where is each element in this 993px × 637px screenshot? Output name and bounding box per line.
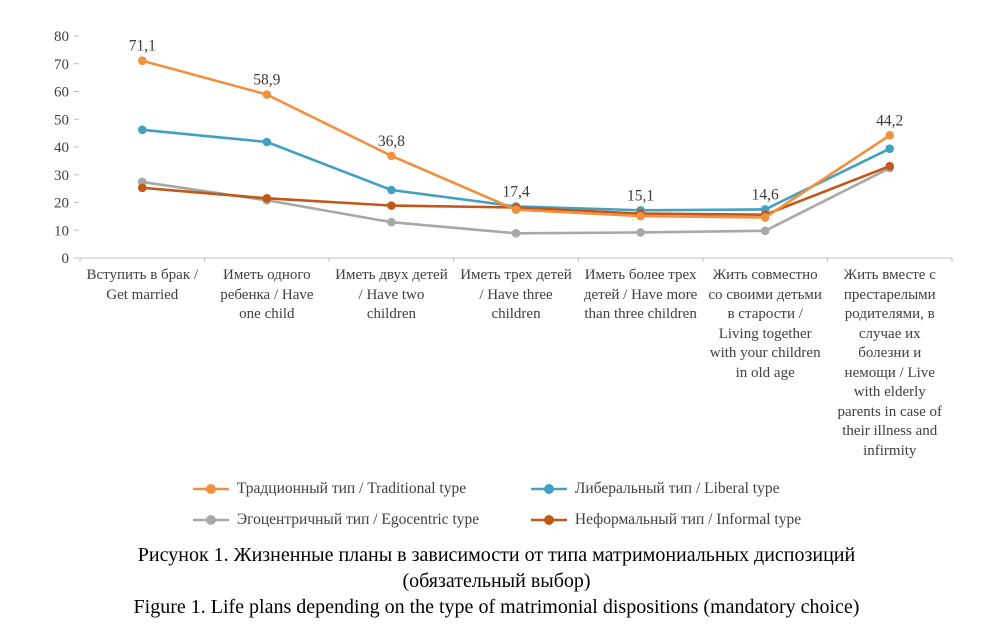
caption-ru-line1: Рисунок 1. Жизненные планы в зависимости… bbox=[137, 544, 856, 566]
legend-item-informal: Неформальный тип / Informal type bbox=[530, 511, 801, 529]
x-axis-category-label: Иметь более трех детей / Have more than … bbox=[583, 267, 698, 322]
y-axis-tick-label: 10 bbox=[54, 223, 69, 239]
figure-caption: Рисунок 1. Жизненные планы в зависимости… bbox=[0, 542, 993, 620]
legend-item-egocentric: Эгоцентричный тип / Egocentric type bbox=[192, 511, 530, 529]
data-point-informal bbox=[885, 161, 895, 171]
data-point-traditional bbox=[636, 211, 645, 221]
legend-item-traditional: Традционный тип / Traditional type bbox=[192, 480, 530, 498]
data-label: 58,9 bbox=[253, 72, 280, 89]
data-point-egocentric bbox=[636, 228, 645, 237]
y-axis-tick-label: 20 bbox=[54, 196, 69, 212]
data-point-traditional bbox=[387, 151, 396, 161]
data-label: 44,2 bbox=[876, 112, 903, 129]
line-chart-plot: 0 10 20 30 40 50 60 70 80 71,1 58,9 36,8 17,4 15,1 14,… bbox=[54, 29, 953, 264]
legend-label: Эгоцентричный тип / Egocentric type bbox=[236, 511, 480, 528]
legend-marker-dot bbox=[205, 515, 216, 525]
data-label: 71,1 bbox=[129, 38, 156, 55]
legend-marker-liberal bbox=[530, 484, 567, 494]
data-point-liberal bbox=[137, 125, 147, 135]
data-label: 36,8 bbox=[378, 133, 405, 150]
data-label: 15,1 bbox=[627, 187, 654, 204]
data-point-liberal bbox=[262, 137, 272, 147]
data-point-traditional bbox=[885, 131, 895, 140]
data-point-traditional bbox=[760, 213, 770, 222]
data-point-informal bbox=[387, 201, 396, 210]
legend-marker-informal bbox=[530, 515, 567, 525]
caption-ru-line2: (обязательный выбор) bbox=[402, 570, 591, 592]
legend-marker-traditional bbox=[192, 484, 229, 494]
x-axis-category-label: Иметь одного ребенка / Have one child bbox=[220, 267, 314, 322]
x-axis-category-label: Иметь двух детей / Have two children bbox=[335, 267, 448, 322]
legend-marker-dot bbox=[543, 484, 554, 494]
caption-en-line: Figure 1. Life plans depending on the ty… bbox=[133, 596, 860, 618]
data-point-informal bbox=[137, 183, 147, 193]
y-axis-tick-label: 80 bbox=[54, 29, 69, 45]
legend-marker-egocentric bbox=[192, 515, 229, 525]
data-point-egocentric bbox=[387, 217, 396, 227]
x-axis-labels: Вступить в брак / Get married Иметь одног… bbox=[80, 266, 952, 461]
legend-item-liberal: Либеральный тип / Liberal type bbox=[530, 480, 801, 498]
legend-label: Неформальный тип / Informal type bbox=[574, 511, 802, 528]
data-label: 14,6 bbox=[752, 186, 779, 203]
data-point-traditional bbox=[511, 205, 521, 215]
legend-marker-dot bbox=[543, 515, 554, 525]
x-axis-category-label: Жить вместе с престарелыми родителями, в… bbox=[837, 267, 943, 459]
data-point-informal bbox=[262, 194, 272, 203]
y-axis-tick-label: 60 bbox=[54, 85, 69, 101]
x-axis-category-label: Вступить в брак / Get married bbox=[86, 267, 199, 303]
chart-legend: Традционный тип / Traditional type Либера… bbox=[0, 480, 993, 529]
y-axis-tick-label: 0 bbox=[62, 251, 70, 264]
y-axis-tick-label: 70 bbox=[54, 57, 69, 73]
data-point-egocentric bbox=[511, 229, 521, 238]
data-point-egocentric bbox=[760, 226, 770, 236]
x-axis-category-label: Жить совместно со своими детьми в старос… bbox=[708, 267, 822, 381]
y-axis-tick-label: 40 bbox=[54, 140, 69, 156]
legend-marker-dot bbox=[205, 484, 216, 494]
x-axis-category-label: Иметь трех детей / Have three children bbox=[460, 267, 572, 322]
data-point-liberal bbox=[387, 185, 396, 195]
data-point-traditional bbox=[262, 90, 272, 99]
y-axis-tick-label: 30 bbox=[54, 168, 69, 184]
legend-label: Традционный тип / Traditional type bbox=[236, 480, 467, 497]
data-label: 17,4 bbox=[502, 183, 529, 200]
y-axis-tick-label: 50 bbox=[54, 112, 69, 128]
legend-label: Либеральный тип / Liberal type bbox=[574, 480, 780, 497]
data-point-traditional bbox=[137, 56, 147, 65]
data-point-liberal bbox=[885, 144, 895, 153]
